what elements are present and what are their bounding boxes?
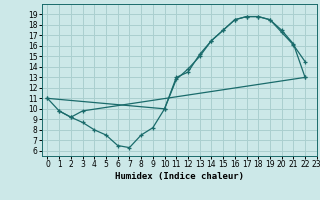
X-axis label: Humidex (Indice chaleur): Humidex (Indice chaleur) bbox=[115, 172, 244, 181]
